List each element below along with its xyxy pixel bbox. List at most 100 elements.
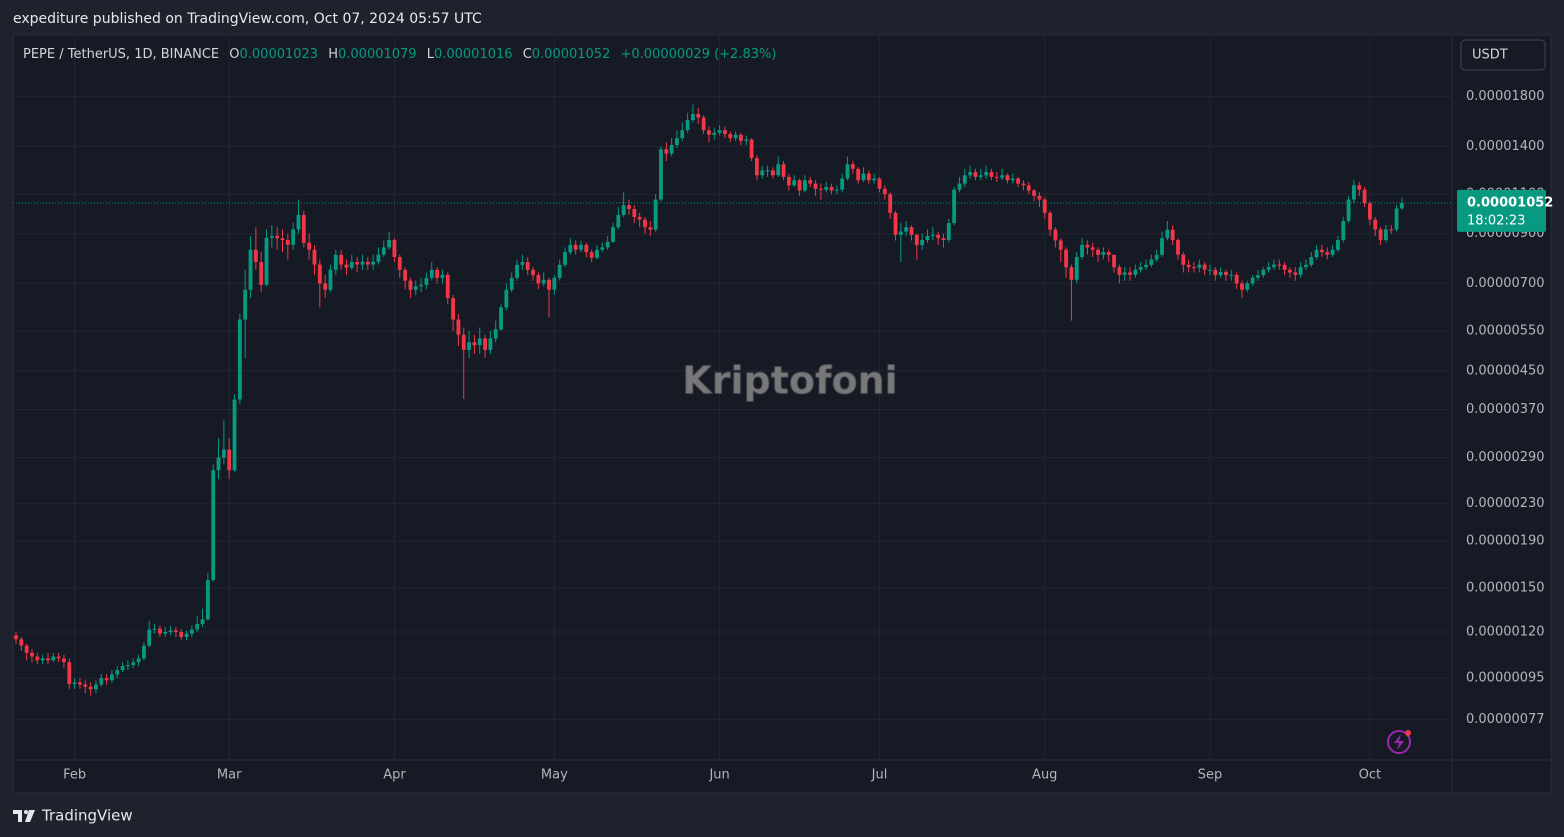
legend-label: C bbox=[523, 47, 532, 62]
candle-body bbox=[952, 189, 957, 224]
candle-body bbox=[483, 338, 487, 350]
candle-body bbox=[1378, 229, 1383, 240]
candle-body bbox=[1282, 264, 1287, 270]
x-tick-label: Apr bbox=[383, 768, 406, 783]
candle-body bbox=[408, 280, 413, 290]
alert-ring bbox=[1387, 730, 1411, 754]
candle-body bbox=[1085, 244, 1090, 248]
candle-body bbox=[1186, 264, 1191, 268]
candle-body bbox=[691, 113, 695, 121]
candle-body bbox=[35, 656, 40, 661]
candle-body bbox=[126, 665, 130, 667]
candle-body bbox=[467, 342, 471, 350]
candle-body bbox=[1026, 185, 1031, 191]
candle-body bbox=[1240, 283, 1244, 290]
candle-body bbox=[531, 269, 535, 276]
currency-button[interactable] bbox=[1460, 39, 1546, 71]
candle-body bbox=[424, 277, 429, 285]
candle-body bbox=[419, 284, 424, 287]
candle-body bbox=[1256, 275, 1260, 278]
candle-body bbox=[104, 678, 109, 681]
candle-body bbox=[611, 227, 615, 242]
candle-body bbox=[211, 470, 216, 581]
candle-body bbox=[861, 173, 866, 181]
candle-body bbox=[1346, 199, 1351, 221]
currency-label[interactable]: USDT bbox=[1472, 48, 1508, 63]
candle-body bbox=[413, 286, 418, 290]
candle-body bbox=[723, 130, 727, 135]
candle-body bbox=[67, 662, 72, 685]
logo-dot bbox=[24, 810, 28, 814]
candle-body bbox=[56, 656, 61, 659]
candle-body bbox=[515, 264, 519, 278]
candle-body bbox=[765, 170, 770, 172]
candle-body bbox=[600, 247, 605, 250]
candle-body bbox=[786, 176, 791, 186]
candle-body bbox=[168, 630, 173, 633]
candle-body bbox=[344, 264, 349, 268]
candle-body bbox=[941, 238, 946, 240]
candle-body bbox=[1309, 257, 1314, 265]
candle-body bbox=[1373, 219, 1378, 230]
candle-body bbox=[216, 457, 221, 471]
candle-body bbox=[195, 623, 200, 630]
candle-body bbox=[643, 219, 647, 228]
candle-body bbox=[94, 684, 98, 690]
candle-body bbox=[227, 449, 232, 471]
candle-body bbox=[776, 164, 781, 176]
candle-body bbox=[1383, 229, 1388, 240]
candle-body bbox=[205, 580, 210, 620]
candle-body bbox=[333, 254, 338, 270]
candle-body bbox=[269, 235, 274, 238]
candle-body bbox=[1069, 267, 1074, 280]
candle-body bbox=[632, 209, 637, 217]
candle-body bbox=[557, 264, 562, 278]
candle-body bbox=[1325, 252, 1330, 255]
candle-body bbox=[264, 237, 269, 285]
candle-body bbox=[173, 630, 178, 633]
candle-body bbox=[829, 187, 834, 191]
candle-body bbox=[728, 134, 733, 139]
candle-body bbox=[14, 635, 18, 640]
candle-body bbox=[317, 264, 322, 284]
candle-body bbox=[147, 629, 152, 646]
candle-body bbox=[1245, 283, 1250, 290]
candle-body bbox=[1181, 254, 1186, 265]
candle-body bbox=[1117, 267, 1122, 275]
candle-body bbox=[1064, 249, 1068, 268]
candle-body bbox=[157, 628, 162, 634]
alert-icon[interactable] bbox=[1387, 730, 1411, 754]
candle-body bbox=[78, 682, 82, 685]
candle-body bbox=[1165, 229, 1170, 239]
candle-body bbox=[616, 214, 621, 228]
candle-body bbox=[296, 214, 301, 230]
candle-body bbox=[1096, 249, 1100, 255]
candle-body bbox=[291, 229, 296, 245]
legend: PEPE / TetherUS, 1D, BINANCE O0.00001023… bbox=[23, 47, 776, 62]
brand-logo bbox=[13, 810, 35, 822]
candle-body bbox=[525, 262, 530, 270]
candle-body bbox=[563, 252, 567, 265]
candle-body bbox=[1032, 190, 1037, 196]
candle-body bbox=[621, 205, 626, 215]
candle-body bbox=[579, 244, 583, 250]
candle-body bbox=[739, 134, 743, 141]
candle-body bbox=[872, 178, 877, 181]
price-label: 0.00001052 bbox=[1467, 195, 1553, 210]
candle-body bbox=[1394, 208, 1399, 230]
candle-body bbox=[1250, 277, 1255, 284]
candle-body bbox=[461, 334, 466, 350]
y-tick-label: 0.00001800 bbox=[1466, 89, 1545, 104]
candle-body bbox=[520, 262, 525, 265]
candle-body bbox=[856, 168, 861, 181]
candle-body bbox=[1352, 185, 1356, 200]
candle-body bbox=[429, 269, 434, 278]
candle-body bbox=[1090, 247, 1095, 250]
legend-label: H bbox=[328, 47, 338, 62]
candle-body bbox=[301, 214, 306, 243]
candle-body bbox=[664, 149, 669, 154]
candle-body bbox=[243, 289, 248, 320]
candle-body bbox=[115, 670, 120, 675]
candle-body bbox=[605, 241, 610, 248]
